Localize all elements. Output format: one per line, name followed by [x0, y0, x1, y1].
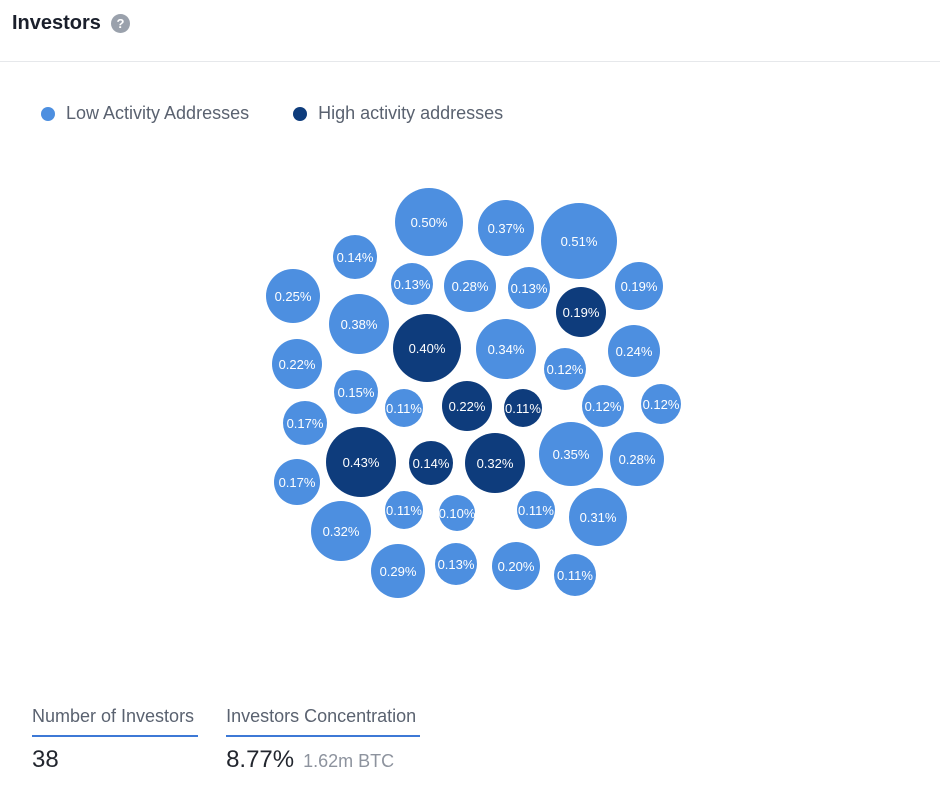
bubble[interactable]: 0.38%: [329, 294, 389, 354]
bubble[interactable]: 0.13%: [391, 263, 433, 305]
bubble[interactable]: 0.32%: [465, 433, 525, 493]
bubble[interactable]: 0.51%: [541, 203, 617, 279]
bubble[interactable]: 0.35%: [539, 422, 603, 486]
bubble[interactable]: 0.14%: [333, 235, 377, 279]
bubble[interactable]: 0.17%: [283, 401, 327, 445]
legend-item-high-activity[interactable]: High activity addresses: [293, 103, 503, 124]
bubble[interactable]: 0.28%: [444, 260, 496, 312]
stat-label: Number of Investors: [32, 706, 199, 737]
header: Investors ?: [12, 12, 130, 35]
legend-dot-icon: [41, 106, 55, 121]
bubble[interactable]: 0.12%: [582, 385, 624, 427]
legend-dot-icon: [293, 106, 308, 121]
bubble[interactable]: 0.11%: [385, 491, 423, 529]
legend-label: Low Activity Addresses: [66, 103, 250, 123]
bubble[interactable]: 0.31%: [569, 488, 627, 546]
bubble[interactable]: 0.17%: [274, 459, 320, 505]
bubble[interactable]: 0.12%: [544, 348, 586, 390]
bubble[interactable]: 0.22%: [272, 339, 322, 389]
page-title: Investors: [12, 12, 101, 34]
bubble[interactable]: 0.12%: [641, 384, 681, 424]
stat-value: 8.77%: [226, 746, 295, 773]
bubble[interactable]: 0.14%: [409, 441, 453, 485]
bubble[interactable]: 0.32%: [311, 501, 371, 561]
bubble[interactable]: 0.11%: [517, 491, 555, 529]
bubble[interactable]: 0.13%: [435, 543, 477, 585]
chart-legend: Low Activity Addresses High activity add…: [41, 103, 503, 124]
bubble[interactable]: 0.11%: [504, 389, 542, 427]
bubble[interactable]: 0.24%: [608, 325, 660, 377]
bubble[interactable]: 0.20%: [492, 542, 540, 590]
bubble[interactable]: 0.40%: [393, 314, 461, 382]
bubble[interactable]: 0.28%: [610, 432, 664, 486]
stats-row: Number of Investors 38 Investors Concent…: [32, 706, 421, 774]
legend-label: High activity addresses: [318, 103, 504, 123]
bubble[interactable]: 0.22%: [442, 381, 492, 431]
divider: [0, 61, 940, 62]
bubble[interactable]: 0.11%: [554, 554, 596, 596]
bubble[interactable]: 0.10%: [439, 495, 475, 531]
stat-sub-value: 1.62m BTC: [303, 751, 395, 771]
stat-label: Investors Concentration: [226, 706, 421, 737]
bubble[interactable]: 0.13%: [508, 267, 550, 309]
stat-number-of-investors: Number of Investors 38: [32, 706, 199, 774]
bubble[interactable]: 0.19%: [556, 287, 606, 337]
stat-investors-concentration: Investors Concentration 8.77% 1.62m BTC: [226, 706, 421, 774]
bubble[interactable]: 0.50%: [395, 188, 463, 256]
bubble[interactable]: 0.34%: [476, 319, 536, 379]
bubble[interactable]: 0.15%: [334, 370, 378, 414]
stat-value: 38: [32, 746, 59, 773]
help-icon[interactable]: ?: [110, 14, 130, 33]
legend-item-low-activity[interactable]: Low Activity Addresses: [41, 103, 249, 124]
bubble[interactable]: 0.11%: [385, 389, 423, 427]
bubble[interactable]: 0.25%: [266, 269, 320, 323]
bubble[interactable]: 0.29%: [371, 544, 425, 598]
bubble[interactable]: 0.43%: [326, 427, 396, 497]
bubble[interactable]: 0.37%: [478, 200, 534, 256]
bubble[interactable]: 0.19%: [615, 262, 663, 310]
